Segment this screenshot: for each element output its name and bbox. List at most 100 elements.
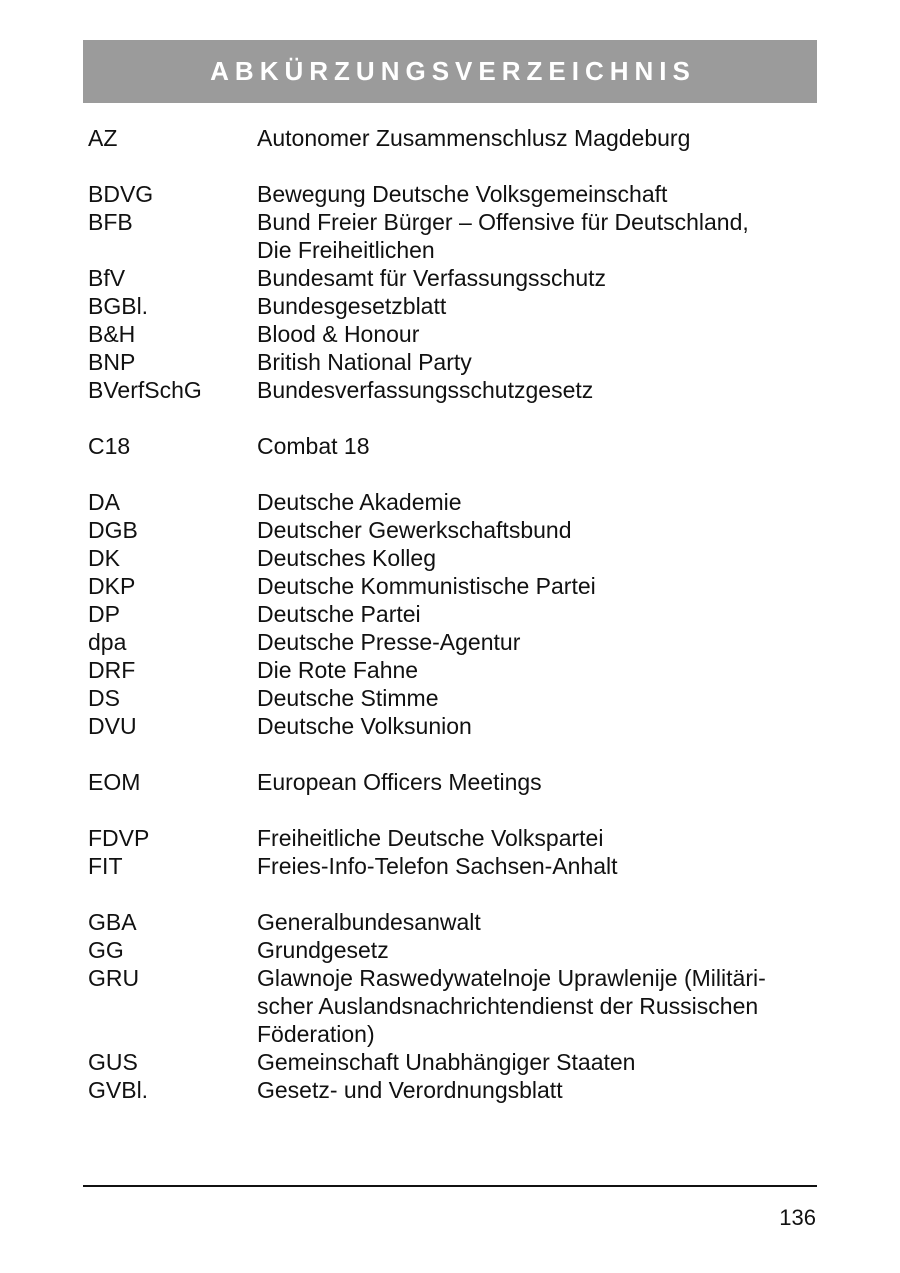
abbreviation-group: DA Deutsche Akademie DGB Deutscher Gewerksc… xyxy=(88,488,817,740)
abbreviation-term: GRU xyxy=(88,965,140,991)
definition-line: Deutscher Gewerkschaftsbund xyxy=(257,517,572,543)
definition-line: Combat 18 xyxy=(257,433,370,459)
abbreviation-entry: DGB Deutscher Gewerkschaftsbund xyxy=(88,516,817,544)
abbreviation-group: FDVP Freiheitliche Deutsche Volkspartei FI… xyxy=(88,824,817,880)
definition-line: Glawnoje Raswedywatelnoje Uprawlenije (M… xyxy=(257,965,766,991)
abbreviation-entry: DS Deutsche Stimme xyxy=(88,684,817,712)
definition-line: Die Freiheitlichen xyxy=(257,237,435,263)
abbreviation-definition: Die Rote Fahne xyxy=(257,656,817,684)
abbreviation-term: C18 xyxy=(88,433,131,459)
abbreviation-group: BDVG Bewegung Deutsche Volksgemeinschaft B… xyxy=(88,180,817,404)
abbreviation-group: EOM European Officers Meetings xyxy=(88,768,817,796)
abbreviation-term: BFB xyxy=(88,209,133,235)
abbreviation-entry: GBA Generalbundesanwalt xyxy=(88,908,817,936)
abbreviation-definition: Freies-Info-Telefon Sachsen-Anhalt xyxy=(257,852,817,880)
abbreviation-entry: GVBl. Gesetz- und Verordnungsblatt xyxy=(88,1076,817,1104)
abbreviation-entry: GG Grundgesetz xyxy=(88,936,817,964)
abbreviation-entry: BfV Bundesamt für Verfassungsschutz xyxy=(88,264,817,292)
abbreviation-definition: Deutscher Gewerkschaftsbund xyxy=(257,516,817,544)
abbreviation-entry: DRF Die Rote Fahne xyxy=(88,656,817,684)
abbreviation-entry: GRU Glawnoje Raswedywatelnoje Uprawlenije… xyxy=(88,964,817,1048)
definition-line: Freiheitliche Deutsche Volkspartei xyxy=(257,825,604,851)
definition-line: Bundesamt für Verfassungsschutz xyxy=(257,265,607,291)
abbreviation-definition: Glawnoje Raswedywatelnoje Uprawlenije (M… xyxy=(257,964,817,1048)
abbreviation-definition: Grundgesetz xyxy=(257,936,817,964)
abbreviation-definition: Bundesverfassungsschutzgesetz xyxy=(257,376,817,404)
abbreviation-definition: Bewegung Deutsche Volksgemeinschaft xyxy=(257,180,817,208)
abbreviation-entry: DK Deutsches Kolleg xyxy=(88,544,817,572)
definition-line: Föderation) xyxy=(257,1021,375,1047)
abbreviation-entry: AZ Autonomer Zusammenschlusz Magdeburg xyxy=(88,124,817,152)
abbreviation-definition: Gemeinschaft Unabhängiger Staaten xyxy=(257,1048,817,1076)
definition-line: Deutsche Kommunistische Partei xyxy=(257,573,596,599)
abbreviation-definition: Autonomer Zusammenschlusz Magdeburg xyxy=(257,124,817,152)
definition-line: Generalbundesanwalt xyxy=(257,909,481,935)
abbreviation-definition: Deutsches Kolleg xyxy=(257,544,817,572)
abbreviation-entry: FIT Freies-Info-Telefon Sachsen-Anhalt xyxy=(88,852,817,880)
page-title: ABKÜRZUNGSVERZEICHNIS xyxy=(210,56,696,86)
abbreviation-term: BfV xyxy=(88,265,126,291)
abbreviation-term: BDVG xyxy=(88,181,154,207)
definition-line: Blood & Honour xyxy=(257,321,420,347)
abbreviation-definition: Deutsche Akademie xyxy=(257,488,817,516)
abbreviation-term: EOM xyxy=(88,769,141,795)
abbreviation-definition: Deutsche Presse-Agentur xyxy=(257,628,817,656)
definition-line: Deutsches Kolleg xyxy=(257,545,436,571)
abbreviation-entry: DP Deutsche Partei xyxy=(88,600,817,628)
abbreviation-term: DKP xyxy=(88,573,136,599)
definition-line: Die Rote Fahne xyxy=(257,657,419,683)
abbreviation-definition: Bundesgesetzblatt xyxy=(257,292,817,320)
abbreviation-term: DGB xyxy=(88,517,138,543)
abbreviation-definition: Generalbundesanwalt xyxy=(257,908,817,936)
abbreviation-term: DK xyxy=(88,545,120,571)
definition-line: Deutsche Volksunion xyxy=(257,713,472,739)
abbreviation-definition: Blood & Honour xyxy=(257,320,817,348)
abbreviation-entry: BNP British National Party xyxy=(88,348,817,376)
abbreviation-entry: BDVG Bewegung Deutsche Volksgemeinschaft xyxy=(88,180,817,208)
abbreviation-definition: Deutsche Partei xyxy=(257,600,817,628)
abbreviation-term: FDVP xyxy=(88,825,150,851)
abbreviation-definition: Deutsche Volksunion xyxy=(257,712,817,740)
abbreviation-term: B&H xyxy=(88,321,136,347)
definition-line: Gesetz- und Verordnungsblatt xyxy=(257,1077,563,1103)
abbreviation-term: dpa xyxy=(88,629,127,655)
abbreviation-term: DRF xyxy=(88,657,136,683)
abbreviation-entry: C18 Combat 18 xyxy=(88,432,817,460)
abbreviation-definition: Gesetz- und Verordnungsblatt xyxy=(257,1076,817,1104)
abbreviation-definition: Combat 18 xyxy=(257,432,817,460)
definition-line: Deutsche Akademie xyxy=(257,489,462,515)
definition-line: Bundesgesetzblatt xyxy=(257,293,447,319)
abbreviation-definition: Bundesamt für Verfassungsschutz xyxy=(257,264,817,292)
abbreviation-entry: B&H Blood & Honour xyxy=(88,320,817,348)
abbreviation-term: FIT xyxy=(88,853,123,879)
abbreviation-term: GBA xyxy=(88,909,137,935)
abbreviation-group: GBA Generalbundesanwalt GG Grundgesetz GRU Gl… xyxy=(88,908,817,1104)
section-header-bar: ABKÜRZUNGSVERZEICHNIS xyxy=(83,40,817,103)
abbreviation-term: GUS xyxy=(88,1049,138,1075)
abbreviation-group: C18 Combat 18 xyxy=(88,432,817,460)
abbreviation-definition: Bund Freier Bürger – Offensive für Deuts… xyxy=(257,208,817,264)
abbreviation-definition: Deutsche Kommunistische Partei xyxy=(257,572,817,600)
footer-divider xyxy=(83,1185,817,1187)
abbreviation-definition: British National Party xyxy=(257,348,817,376)
definition-line: Gemeinschaft Unabhängiger Staaten xyxy=(257,1049,636,1075)
abbreviation-entry: GUS Gemeinschaft Unabhängiger Staaten xyxy=(88,1048,817,1076)
abbreviation-term: DA xyxy=(88,489,120,515)
abbreviation-entry: DVU Deutsche Volksunion xyxy=(88,712,817,740)
definition-line: Deutsche Presse-Agentur xyxy=(257,629,521,655)
definition-line: Bund Freier Bürger – Offensive für Deuts… xyxy=(257,209,749,235)
abbreviation-entry: BFB Bund Freier Bürger – Offensive für De… xyxy=(88,208,817,264)
abbreviation-term: DVU xyxy=(88,713,137,739)
abbreviation-entry: DA Deutsche Akademie xyxy=(88,488,817,516)
page-number: 136 xyxy=(779,1205,816,1230)
abbreviation-entry: DKP Deutsche Kommunistische Partei xyxy=(88,572,817,600)
definition-line: Bewegung Deutsche Volksgemeinschaft xyxy=(257,181,668,207)
abbreviation-group: AZ Autonomer Zusammenschlusz Magdeburg xyxy=(88,124,817,152)
definition-line: Deutsche Partei xyxy=(257,601,421,627)
abbreviation-definition: European Officers Meetings xyxy=(257,768,817,796)
abbreviation-entry: BGBl. Bundesgesetzblatt xyxy=(88,292,817,320)
abbreviation-term: DP xyxy=(88,601,120,627)
abbreviation-entry: FDVP Freiheitliche Deutsche Volkspartei xyxy=(88,824,817,852)
definition-line: Autonomer Zusammenschlusz Magdeburg xyxy=(257,125,691,151)
